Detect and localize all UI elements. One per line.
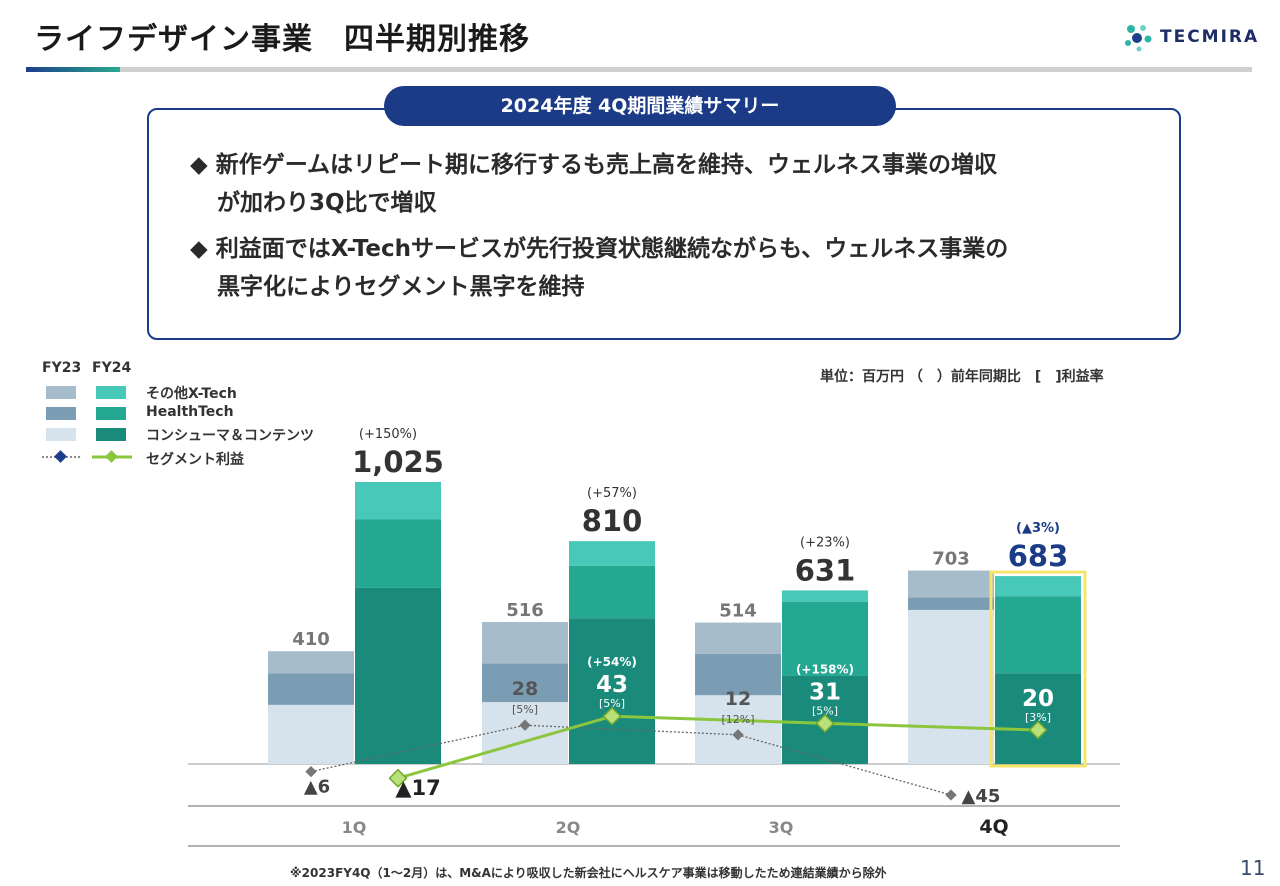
profit-margin-fy24-4q: [3%]	[1025, 711, 1051, 724]
bar-fy24-2q-consumer	[569, 618, 655, 764]
profit-label-fy23-4q: ▲45	[962, 786, 1001, 807]
bar-fy24-2q-other-xtech	[569, 541, 655, 566]
summary-bullet-2-line1: ◆ 利益面ではX-Techサービスが先行投資状態継続ながらも、ウェルネス事業の	[190, 236, 1009, 262]
category-label-2q: 2Q	[556, 818, 581, 837]
profit-margin-fy24-2q: [5%]	[599, 697, 625, 710]
page-title: ライフデザイン事業 四半期別推移	[34, 22, 530, 57]
profit-label-fy24-2q: 43	[596, 672, 628, 698]
bar-fy24-4q-consumer	[995, 673, 1081, 764]
legend-swatch-fy23-consumer	[46, 428, 76, 441]
legend-label-other-xtech: その他X-Tech	[146, 386, 237, 402]
profit-label-fy23-3q: 12	[725, 688, 751, 710]
profit-marker-fy23-4q	[945, 789, 957, 801]
profit-marker-fy24-1q	[388, 768, 408, 788]
yoy-label-3q: (+23%)	[800, 535, 850, 550]
total-label-fy23-3q: 514	[719, 601, 757, 622]
legend-swatch-fy24-consumer	[96, 428, 126, 441]
profit-marker-fy24-2q	[602, 706, 622, 726]
bar-fy23-1q-healthtech	[268, 673, 354, 705]
bar-fy24-1q-other-xtech	[355, 482, 441, 520]
summary-bullet-1: ◆ 新作ゲームはリピート期に移行するも売上高を維持、ウェルネス事業の増収 が加わ…	[190, 146, 1150, 222]
bar-fy24-1q-consumer	[355, 587, 441, 764]
bar-fy23-1q-consumer	[268, 704, 354, 764]
tecmira-logo: TECMIRA	[1122, 22, 1257, 52]
total-label-fy24-3q: 631	[795, 553, 856, 587]
profit-marker-fy24-4q	[1028, 720, 1048, 740]
legend-fy23-header: FY23	[42, 360, 82, 376]
bar-fy24-2q-healthtech	[569, 565, 655, 619]
legend-swatch-fy24-other	[96, 386, 126, 399]
bar-fy23-2q-other-xtech	[482, 622, 568, 664]
legend-profit-lines	[42, 450, 132, 463]
profit-yoy-fy24-3q: (+158%)	[796, 662, 854, 676]
yoy-label-4q: (▲3%)	[1016, 521, 1060, 536]
legend-label-healthtech: HealthTech	[146, 404, 234, 420]
unit-note: 単位：百万円 （ ）前年同期比 [ ]利益率	[820, 369, 1104, 385]
profit-margin-fy23-2q: [5%]	[512, 703, 538, 716]
legend-label-segment-profit: セグメント利益	[146, 452, 244, 468]
profit-margin-fy23-3q: [12%]	[721, 713, 754, 726]
legend-fy24-profit-marker	[105, 450, 118, 463]
header-rule	[26, 67, 1252, 72]
bar-fy23-4q-other-xtech	[908, 570, 994, 598]
legend-fy23-profit-marker	[54, 450, 67, 463]
bar-fy24-3q-other-xtech	[782, 590, 868, 602]
legend-swatch-fy23-health	[46, 407, 76, 420]
header-rule-accent	[26, 67, 120, 72]
total-label-fy24-1q: 1,025	[352, 445, 444, 479]
summary-bullet-2-line2: 黒字化によりセグメント黒字を維持	[217, 274, 585, 300]
summary-bullet-2: ◆ 利益面ではX-Techサービスが先行投資状態継続ながらも、ウェルネス事業の …	[190, 230, 1150, 306]
legend-swatch-fy24-health	[96, 407, 126, 420]
highlight-box-4q	[989, 570, 1087, 768]
summary-bullet-1-line2: が加わり3Q比で増収	[217, 190, 437, 216]
profit-marker-fy23-3q	[732, 729, 744, 741]
legend-fy24-header: FY24	[92, 360, 132, 376]
bar-fy24-4q-healthtech	[995, 596, 1081, 674]
profit-line-fy23	[310, 724, 952, 796]
bar-fy24-3q-healthtech	[782, 601, 868, 676]
bar-fy23-4q-consumer	[908, 609, 994, 764]
bar-fy23-4q-healthtech	[908, 597, 994, 610]
footnote: ※2023FY4Q（1〜2月）は、M&Aにより吸収した新会社にヘルスケア事業は移…	[290, 866, 887, 880]
profit-label-fy23-1q: ▲6	[304, 777, 330, 798]
bar-fy24-4q-other-xtech	[995, 576, 1081, 597]
total-label-fy24-4q: 683	[1008, 539, 1069, 573]
profit-label-fy24-1q: ▲17	[395, 776, 440, 800]
profit-marker-fy24-3q	[815, 713, 835, 733]
legend-swatch-fy23-other	[46, 386, 76, 399]
profit-marker-fy23-2q	[519, 719, 531, 731]
bar-fy23-1q-other-xtech	[268, 651, 354, 674]
profit-margin-fy24-3q: [5%]	[812, 704, 838, 717]
profit-label-fy23-2q: 28	[512, 678, 538, 700]
summary-tag: 2024年度 4Q期間業績サマリー	[384, 86, 896, 126]
profit-label-fy24-3q: 31	[809, 679, 841, 705]
logo-mark-icon	[1125, 25, 1152, 52]
yoy-label-1q: (+150%)	[359, 427, 417, 442]
legend-label-consumer: コンシューマ＆コンテンツ	[146, 428, 314, 444]
profit-line-fy24	[397, 714, 1039, 780]
total-label-fy23-2q: 516	[506, 600, 544, 621]
yoy-label-2q: (+57%)	[587, 486, 637, 501]
total-label-fy24-2q: 810	[582, 504, 643, 538]
profit-label-fy24-4q: 20	[1022, 686, 1054, 712]
bar-fy23-3q-healthtech	[695, 653, 781, 696]
category-label-4q: 4Q	[979, 816, 1008, 838]
bar-fy24-1q-healthtech	[355, 519, 441, 588]
profit-marker-fy23-1q	[305, 765, 317, 778]
category-label-3q: 3Q	[769, 818, 794, 837]
total-label-fy23-4q: 703	[932, 549, 970, 570]
logo-text: TECMIRA	[1160, 27, 1260, 47]
profit-yoy-fy24-2q: (+54%)	[587, 655, 637, 669]
bar-fy23-2q-healthtech	[482, 663, 568, 703]
summary-bullet-1-line1: ◆ 新作ゲームはリピート期に移行するも売上高を維持、ウェルネス事業の増収	[190, 152, 998, 178]
page-number: 11	[1240, 856, 1266, 880]
category-label-1q: 1Q	[342, 818, 367, 837]
total-label-fy23-1q: 410	[292, 629, 330, 650]
bar-fy23-3q-other-xtech	[695, 622, 781, 654]
